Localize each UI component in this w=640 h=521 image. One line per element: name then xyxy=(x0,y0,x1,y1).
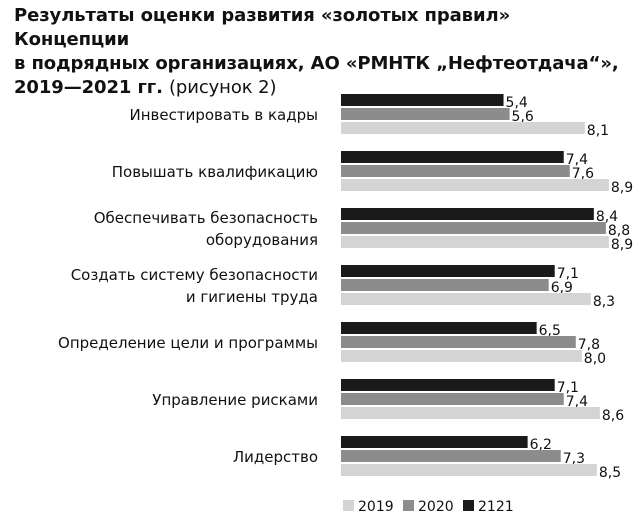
bar-2020 xyxy=(341,108,510,120)
category-label: Повышать квалификацию xyxy=(112,163,318,181)
bar-value-label: 8,9 xyxy=(611,237,633,253)
bar-2121 xyxy=(341,322,537,334)
category-label: Управление рисками xyxy=(152,391,318,409)
bar-value-label: 8,1 xyxy=(587,123,609,139)
bar-value-label: 8,6 xyxy=(602,408,624,424)
bar-value-label: 6,9 xyxy=(551,280,573,296)
bar-2019 xyxy=(341,407,600,419)
bar-value-label: 8,3 xyxy=(593,294,615,310)
bar-2019 xyxy=(341,464,597,476)
chart-title-suffix: (рисунок 2) xyxy=(168,77,277,98)
bar-2121 xyxy=(341,94,504,106)
bar-2020 xyxy=(341,336,576,348)
category-label: и гигиены труда xyxy=(186,288,318,306)
chart-title: Результаты оценки развития «золотых прав… xyxy=(14,4,626,100)
bar-value-label: 6,2 xyxy=(530,437,552,453)
bar-2121 xyxy=(341,208,594,220)
chart-title-line-3: 2019—2021 гг. xyxy=(14,77,163,98)
bar-2019 xyxy=(341,293,591,305)
legend-label: 2019 xyxy=(358,499,394,515)
category-label: Инвестировать в кадры xyxy=(129,106,318,124)
chart-title-line-2: в подрядных организациях, АО «РМНТК „Неф… xyxy=(14,53,619,74)
bar-value-label: 8,4 xyxy=(596,209,618,225)
bar-value-label: 7,6 xyxy=(572,166,594,182)
bar-2019 xyxy=(341,179,609,191)
bar-2020 xyxy=(341,279,549,291)
bar-2019 xyxy=(341,350,582,362)
bar-2121 xyxy=(341,379,555,391)
bar-value-label: 5,6 xyxy=(512,109,534,125)
bar-value-label: 7,1 xyxy=(557,266,579,282)
bar-value-label: 7,4 xyxy=(566,394,588,410)
category-label: Лидерство xyxy=(233,448,318,466)
category-label: Создать систему безопасности xyxy=(71,266,318,284)
bar-2121 xyxy=(341,265,555,277)
bar-2121 xyxy=(341,151,564,163)
bar-2020 xyxy=(341,393,564,405)
bar-value-label: 8,9 xyxy=(611,180,633,196)
chart-title-line-1: Результаты оценки развития «золотых прав… xyxy=(14,5,511,50)
bar-value-label: 6,5 xyxy=(539,323,561,339)
bar-2019 xyxy=(341,122,585,134)
bar-2121 xyxy=(341,436,528,448)
category-label: Обеспечивать безопасность xyxy=(94,209,318,227)
category-label: Определение цели и программы xyxy=(58,334,318,352)
category-label: оборудования xyxy=(206,231,318,249)
legend-label: 2121 xyxy=(478,499,514,515)
legend-label: 2020 xyxy=(418,499,454,515)
legend-swatch-2020 xyxy=(403,500,414,511)
bar-value-label: 7,1 xyxy=(557,380,579,396)
legend-swatch-2019 xyxy=(343,500,354,511)
bar-2019 xyxy=(341,236,609,248)
bar-value-label: 8,5 xyxy=(599,465,621,481)
bar-value-label: 7,4 xyxy=(566,152,588,168)
bar-value-label: 5,4 xyxy=(506,95,528,111)
legend-swatch-2121 xyxy=(463,500,474,511)
bar-value-label: 7,8 xyxy=(578,337,600,353)
bar-2020 xyxy=(341,222,606,234)
bar-2020 xyxy=(341,165,570,177)
bar-value-label: 7,3 xyxy=(563,451,585,467)
bar-value-label: 8,8 xyxy=(608,223,630,239)
bar-2020 xyxy=(341,450,561,462)
bar-value-label: 8,0 xyxy=(584,351,606,367)
